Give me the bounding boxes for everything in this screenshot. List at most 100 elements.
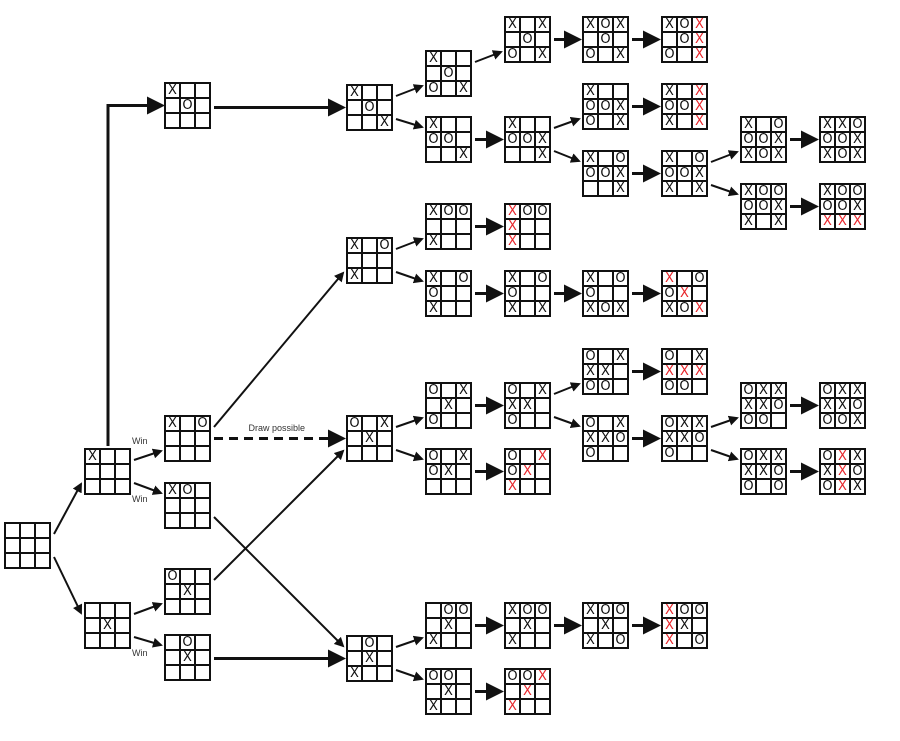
o-mark: O	[457, 271, 470, 286]
o-mark: O	[742, 132, 755, 147]
empty-cell	[442, 82, 455, 95]
empty-cell	[181, 84, 194, 97]
empty-cell	[181, 499, 194, 512]
empty-cell	[196, 499, 209, 512]
empty-cell	[166, 636, 179, 649]
empty-cell	[442, 634, 455, 647]
x-mark: X	[614, 48, 627, 61]
x-mark: X	[427, 118, 440, 131]
empty-cell	[116, 604, 129, 617]
o-mark: O	[614, 633, 627, 648]
x-mark: X	[599, 432, 612, 445]
empty-cell	[521, 634, 534, 647]
empty-cell	[86, 619, 99, 632]
empty-cell	[521, 18, 534, 31]
o-mark: O	[599, 379, 612, 394]
empty-cell	[21, 539, 34, 552]
o-mark: O	[678, 99, 691, 114]
x-mark: X	[348, 239, 361, 252]
empty-cell	[348, 447, 361, 460]
x-mark: X	[663, 18, 676, 31]
empty-cell	[521, 235, 534, 248]
empty-cell	[442, 52, 455, 65]
empty-cell	[536, 118, 549, 131]
empty-cell	[166, 666, 179, 679]
board-root	[4, 522, 51, 569]
empty-cell	[536, 287, 549, 300]
x-mark: X	[693, 182, 706, 195]
o-mark: O	[663, 286, 676, 301]
empty-cell	[196, 636, 209, 649]
x-mark: X	[457, 450, 470, 463]
o-mark: O	[521, 132, 534, 147]
o-mark: O	[506, 413, 519, 428]
x-mark: X	[521, 465, 534, 478]
x-mark: X	[678, 432, 691, 445]
o-mark: O	[742, 383, 755, 398]
empty-cell	[6, 554, 19, 567]
empty-cell	[21, 524, 34, 537]
x-mark: X	[851, 133, 864, 146]
o-mark: O	[614, 151, 627, 166]
x-mark: X	[506, 118, 519, 131]
x-mark: X	[584, 152, 597, 165]
o-mark: O	[614, 603, 627, 618]
x-mark: X	[506, 272, 519, 285]
empty-cell	[536, 220, 549, 233]
o-mark: O	[678, 166, 691, 181]
empty-cell	[116, 619, 129, 632]
edge-arrow	[213, 271, 345, 428]
o-mark: O	[427, 286, 440, 301]
o-mark: O	[663, 47, 676, 62]
o-mark: O	[166, 569, 179, 584]
o-mark: O	[506, 47, 519, 62]
empty-cell	[536, 33, 549, 46]
empty-cell	[6, 524, 19, 537]
empty-cell	[101, 634, 114, 647]
o-mark: O	[851, 117, 864, 132]
x-mark: X	[772, 133, 785, 146]
x-mark: X	[836, 215, 849, 228]
x-mark: X	[772, 384, 785, 397]
empty-cell	[363, 116, 376, 129]
edge-arrow	[213, 449, 345, 581]
edge-arrow	[133, 448, 163, 461]
o-mark: O	[181, 483, 194, 498]
x-mark: X	[584, 634, 597, 647]
o-mark: O	[427, 669, 440, 684]
empty-cell	[457, 414, 470, 427]
empty-cell	[166, 499, 179, 512]
o-mark: O	[742, 449, 755, 464]
x-mark: X	[693, 302, 706, 315]
o-mark: O	[363, 100, 376, 115]
x-mark: X	[693, 48, 706, 61]
o-mark: O	[348, 416, 361, 431]
o-mark: O	[693, 271, 706, 286]
o-mark: O	[663, 99, 676, 114]
empty-cell	[378, 652, 391, 665]
x-mark: X	[821, 185, 834, 198]
x-mark: X	[86, 450, 99, 463]
o-mark: O	[599, 32, 612, 47]
empty-cell	[584, 619, 597, 632]
board-a1: X	[84, 448, 131, 495]
empty-cell	[521, 148, 534, 161]
empty-cell	[521, 118, 534, 131]
empty-cell	[757, 215, 770, 228]
board-b1: X	[84, 602, 131, 649]
empty-cell	[101, 480, 114, 493]
x-mark: X	[663, 365, 676, 378]
o-mark: O	[584, 99, 597, 114]
x-mark: X	[536, 48, 549, 61]
x-mark: X	[663, 432, 676, 445]
